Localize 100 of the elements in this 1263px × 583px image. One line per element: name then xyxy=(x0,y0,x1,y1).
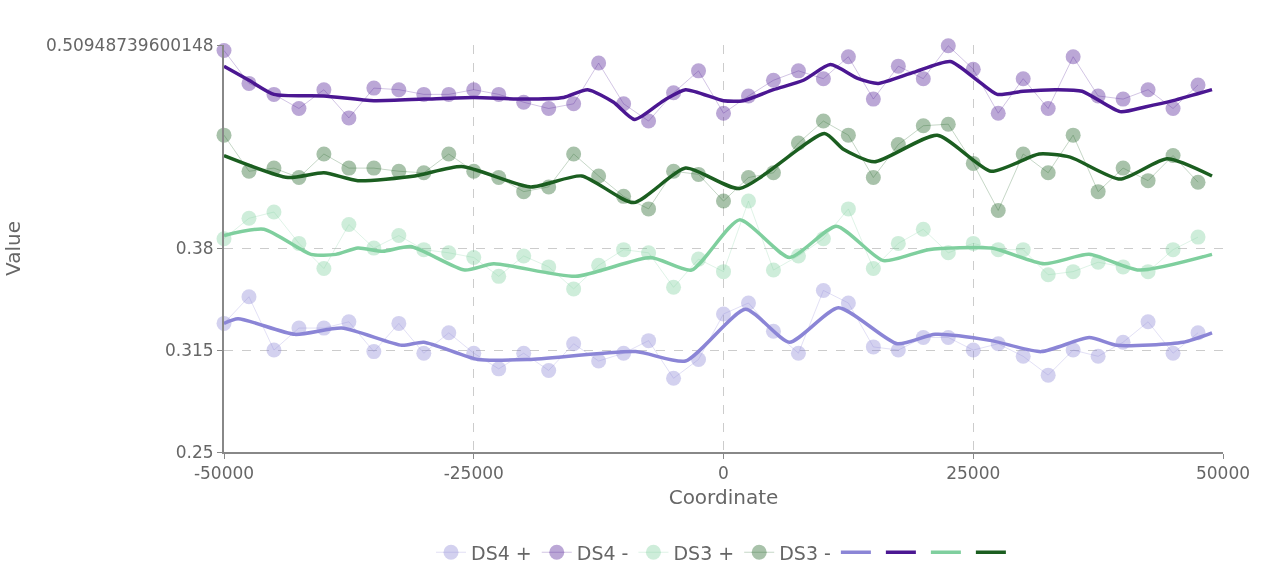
point xyxy=(940,38,956,54)
point xyxy=(1090,348,1106,364)
legend-label: DS4 + xyxy=(471,541,532,564)
point xyxy=(790,345,806,361)
point xyxy=(915,221,931,237)
point xyxy=(591,55,607,71)
point xyxy=(1065,127,1081,143)
point xyxy=(491,268,507,284)
point xyxy=(1040,267,1056,283)
point xyxy=(391,315,407,331)
point xyxy=(366,344,382,360)
point xyxy=(441,245,457,261)
point xyxy=(1040,101,1056,116)
point xyxy=(840,49,856,65)
x-tick-label: 50000 xyxy=(1195,463,1251,484)
point xyxy=(815,113,831,129)
point xyxy=(591,168,607,184)
y-axis-title: Value xyxy=(0,221,25,276)
point xyxy=(291,101,307,116)
point xyxy=(341,110,357,126)
point xyxy=(1115,160,1131,176)
y-tick-label: 0.38 xyxy=(175,238,214,259)
point xyxy=(890,58,906,74)
point xyxy=(566,96,582,112)
point xyxy=(566,336,582,352)
point xyxy=(840,127,856,143)
point xyxy=(716,306,731,322)
point xyxy=(790,63,806,79)
point xyxy=(366,80,382,96)
point xyxy=(940,116,956,132)
point xyxy=(716,193,731,209)
point xyxy=(641,333,657,349)
point xyxy=(391,228,407,244)
point xyxy=(1015,242,1031,258)
point xyxy=(691,63,707,79)
point xyxy=(1090,184,1106,200)
point xyxy=(666,279,682,295)
point xyxy=(1165,345,1181,361)
point xyxy=(865,91,881,107)
y-tick-label: 0.315 xyxy=(164,340,214,360)
point xyxy=(1015,348,1031,364)
line-series xyxy=(224,131,1214,205)
point xyxy=(341,217,357,233)
point xyxy=(1040,165,1056,181)
point xyxy=(840,295,856,311)
line-series xyxy=(224,59,1214,122)
point xyxy=(1165,242,1181,258)
x-tick-label: -50000 xyxy=(193,463,255,484)
point xyxy=(491,361,507,377)
x-tick-label: 0 xyxy=(718,463,729,484)
x-tick-label: 25000 xyxy=(946,463,1001,484)
point xyxy=(666,370,682,386)
point xyxy=(641,201,657,217)
point xyxy=(990,105,1006,121)
point xyxy=(865,339,881,355)
point xyxy=(266,342,282,358)
y-tick-label: 0.25 xyxy=(175,441,214,462)
point xyxy=(566,281,582,297)
point xyxy=(1165,101,1181,116)
point xyxy=(1065,342,1081,358)
legend-label: DS4 - xyxy=(576,541,629,564)
point xyxy=(740,193,756,209)
point xyxy=(1190,77,1206,93)
point xyxy=(716,105,731,121)
x-tick-label: -25000 xyxy=(443,463,504,484)
point xyxy=(266,204,282,220)
point xyxy=(1190,229,1206,245)
point xyxy=(341,314,357,330)
point xyxy=(241,210,257,226)
point xyxy=(815,71,831,87)
point xyxy=(1140,314,1156,330)
point xyxy=(716,264,731,280)
point xyxy=(1040,367,1056,383)
point xyxy=(965,342,981,358)
point xyxy=(466,250,482,265)
point xyxy=(765,72,781,88)
point xyxy=(740,295,756,311)
point xyxy=(541,101,557,116)
point xyxy=(915,71,931,87)
point xyxy=(241,289,257,305)
point xyxy=(865,260,881,276)
point xyxy=(416,345,432,361)
point xyxy=(1140,173,1156,189)
point xyxy=(1115,91,1131,107)
point xyxy=(441,325,457,341)
point xyxy=(466,82,482,98)
point xyxy=(391,82,407,98)
point xyxy=(1065,264,1081,280)
point xyxy=(591,353,607,369)
point xyxy=(641,113,657,129)
point xyxy=(566,146,582,162)
point xyxy=(815,282,831,298)
point xyxy=(990,202,1006,218)
legend-label: DS3 - xyxy=(779,541,831,564)
point xyxy=(865,170,881,186)
point xyxy=(316,260,332,276)
point xyxy=(341,160,357,176)
point xyxy=(765,262,781,278)
point xyxy=(1065,49,1081,65)
point xyxy=(516,248,532,264)
